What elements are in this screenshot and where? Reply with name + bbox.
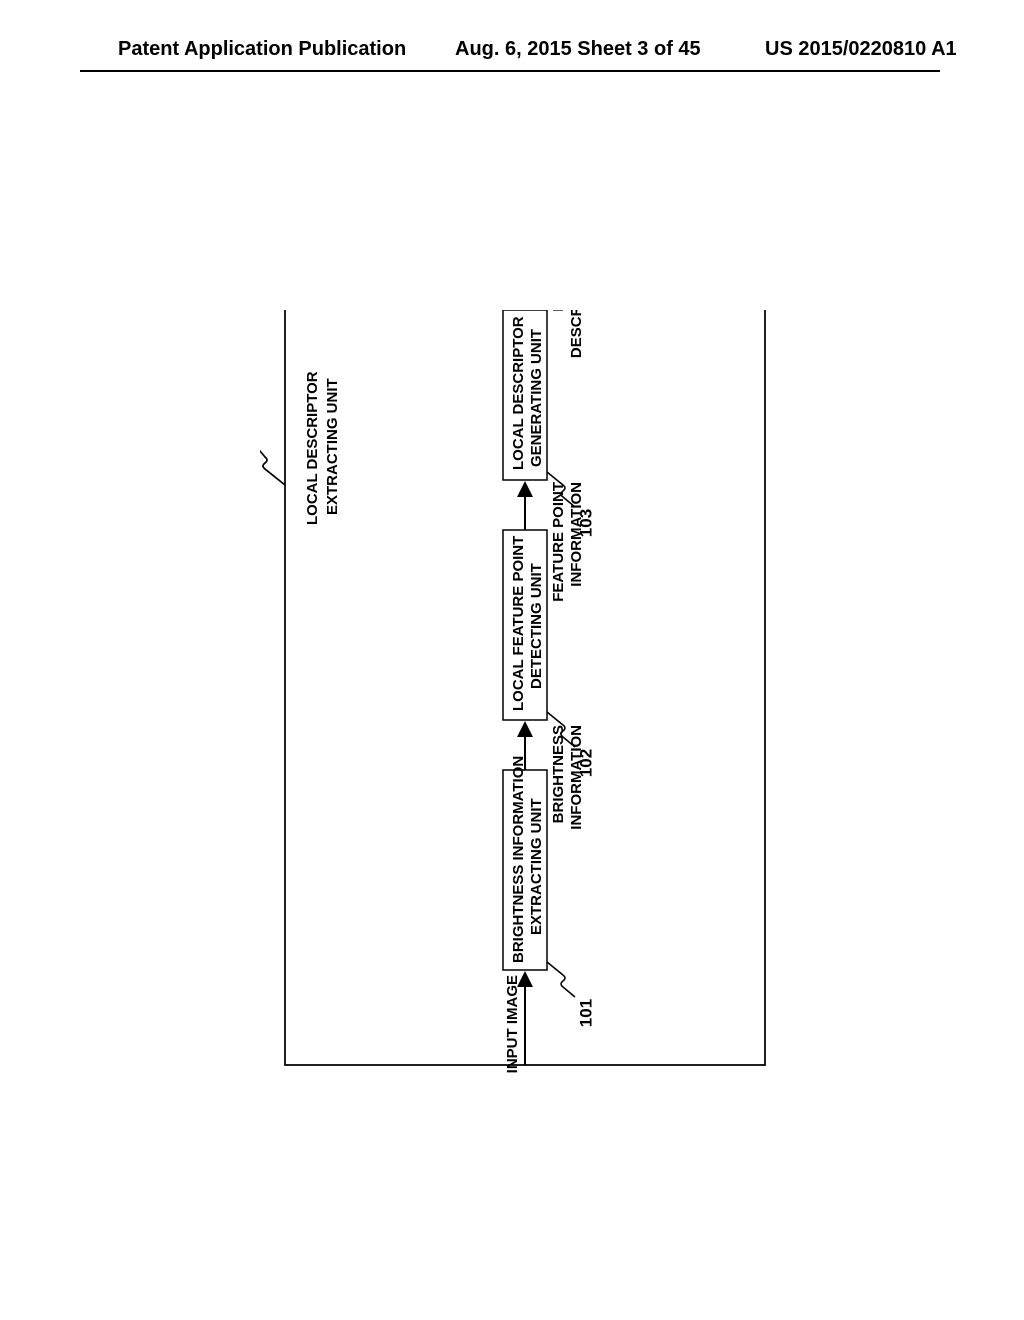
page: Patent Application Publication Aug. 6, 2… [0,0,1024,1320]
header-center: Aug. 6, 2015 Sheet 3 of 45 [455,38,701,61]
diagram-svg: LOCAL DESCRIPTOR EXTRACTING UNIT 11 INPU… [260,310,860,1140]
header-right: US 2015/0220810 A1 [765,38,957,61]
b2-l2: DETECTING UNIT [528,563,545,689]
b1-l1: BRIGHTNESS INFORMATION [510,756,527,963]
ref-leader-11b [260,445,285,485]
header-left: Patent Application Publication [118,38,406,61]
ref-102: 102 [576,749,595,777]
b3-l1: LOCAL DESCRIPTOR [510,316,527,470]
b2-l1: LOCAL FEATURE POINT [510,536,527,711]
lbl-out-1: LOCAL [550,310,567,312]
label-input: INPUT IMAGE [504,975,521,1073]
outer-title-l2: EXTRACTING UNIT [324,378,341,515]
lbl-feat-1: FEATURE POINT [550,482,567,602]
b3-l2: GENERATING UNIT [528,329,545,467]
lbl-bright-1: BRIGHTNESS [550,725,567,823]
outer-title-l1: LOCAL DESCRIPTOR [304,371,321,525]
ref-103: 103 [576,509,595,537]
ref-101: 101 [576,999,595,1027]
b1-l2: EXTRACTING UNIT [528,798,545,935]
header-rule [80,70,940,72]
lbl-out-2: DESCRIPTOR [568,310,585,358]
